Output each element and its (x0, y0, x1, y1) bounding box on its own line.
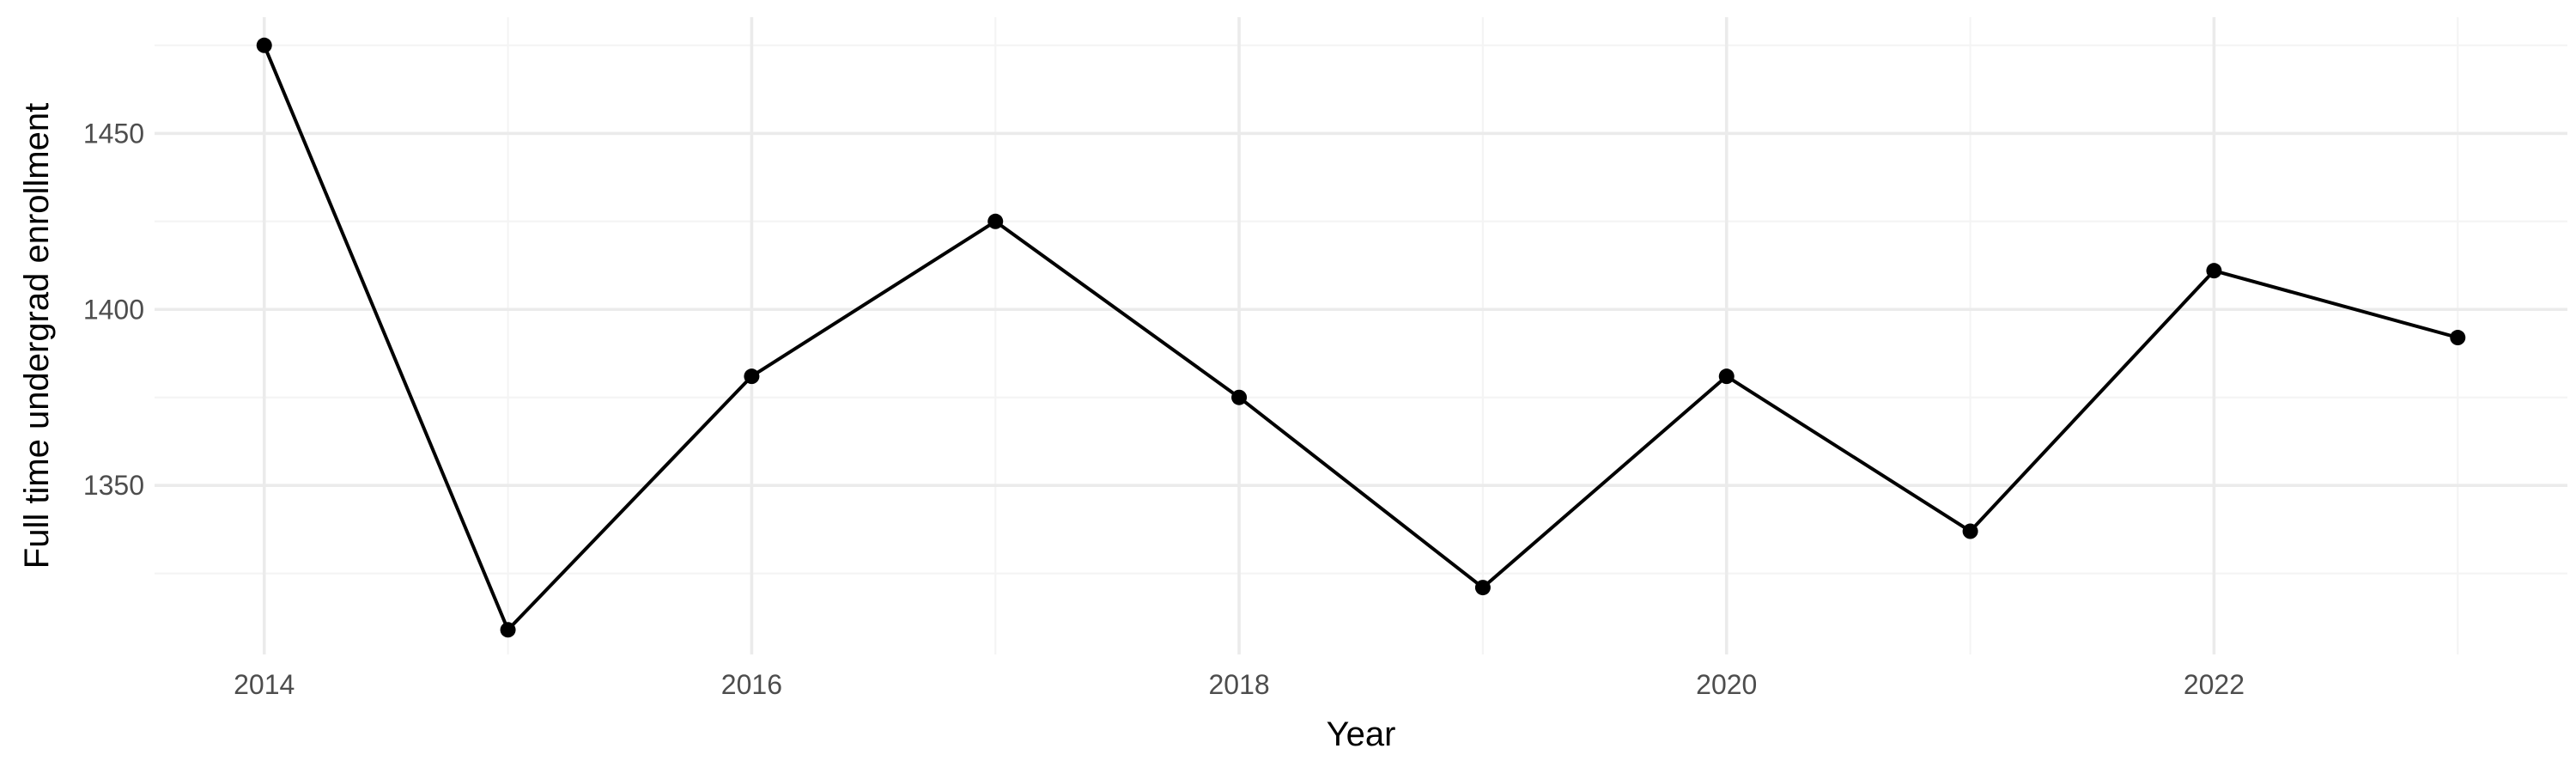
x-tick-label: 2018 (1208, 669, 1269, 700)
y-tick-label: 1450 (83, 118, 144, 149)
x-tick-label: 2020 (1696, 669, 1757, 700)
enrollment-series-line (262, 43, 2460, 632)
x-axis-title: Year (1327, 715, 1396, 753)
y-tick-label: 1350 (83, 470, 144, 501)
data-point (1718, 368, 1735, 385)
x-tick-label: 2022 (2184, 669, 2245, 700)
axis-tick-labels: 2014 2016 2018 2020 2022 1350 1400 1450 (83, 118, 2245, 700)
data-point (744, 368, 760, 385)
series-layer (256, 37, 2466, 638)
y-axis-title: Full time undergrad enrollment (18, 103, 56, 569)
data-point (1231, 389, 1248, 405)
y-tick-label: 1400 (83, 294, 144, 325)
gridlines (155, 17, 2567, 654)
data-point (500, 622, 516, 638)
data-point (1962, 523, 1978, 539)
data-point (2206, 263, 2222, 279)
x-tick-label: 2014 (234, 669, 295, 700)
data-point (987, 213, 1004, 229)
data-point (2450, 330, 2466, 346)
data-point (256, 37, 272, 53)
enrollment-data-points (256, 37, 2466, 638)
x-tick-label: 2016 (721, 669, 782, 700)
data-point (1474, 580, 1491, 596)
